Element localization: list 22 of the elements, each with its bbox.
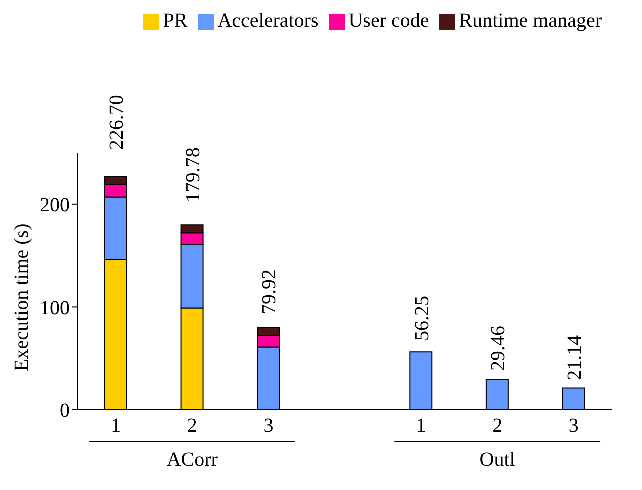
total-label: 179.78 — [182, 148, 204, 203]
total-label: 56.25 — [411, 296, 434, 341]
y-tick-label: 100 — [40, 297, 70, 320]
x-tick-label: 1 — [416, 415, 426, 438]
x-tick-label: 2 — [187, 415, 198, 438]
text: Outl — [480, 449, 516, 471]
x-tick-label: 2 — [492, 415, 503, 438]
text: ACorr — [166, 449, 218, 471]
legend-label: Accelerators — [218, 10, 319, 32]
total-label: 79.92 — [258, 269, 281, 314]
total-label: 21.14 — [564, 335, 586, 380]
x-tick-label: 3 — [568, 415, 579, 438]
y-tick-label: 0 — [60, 400, 70, 422]
total-label: 29.46 — [488, 326, 510, 372]
y-tick-label: 200 — [40, 194, 70, 216]
y-axis-title: Execution time (s) — [11, 224, 34, 372]
x-tick-label: 3 — [264, 415, 274, 438]
legend-label: User code — [348, 10, 430, 32]
legend-label: Runtime manager — [459, 10, 602, 32]
x-tick-label: 1 — [111, 415, 122, 438]
legend-label: PR — [163, 10, 188, 32]
total-label: 226.70 — [106, 95, 128, 150]
